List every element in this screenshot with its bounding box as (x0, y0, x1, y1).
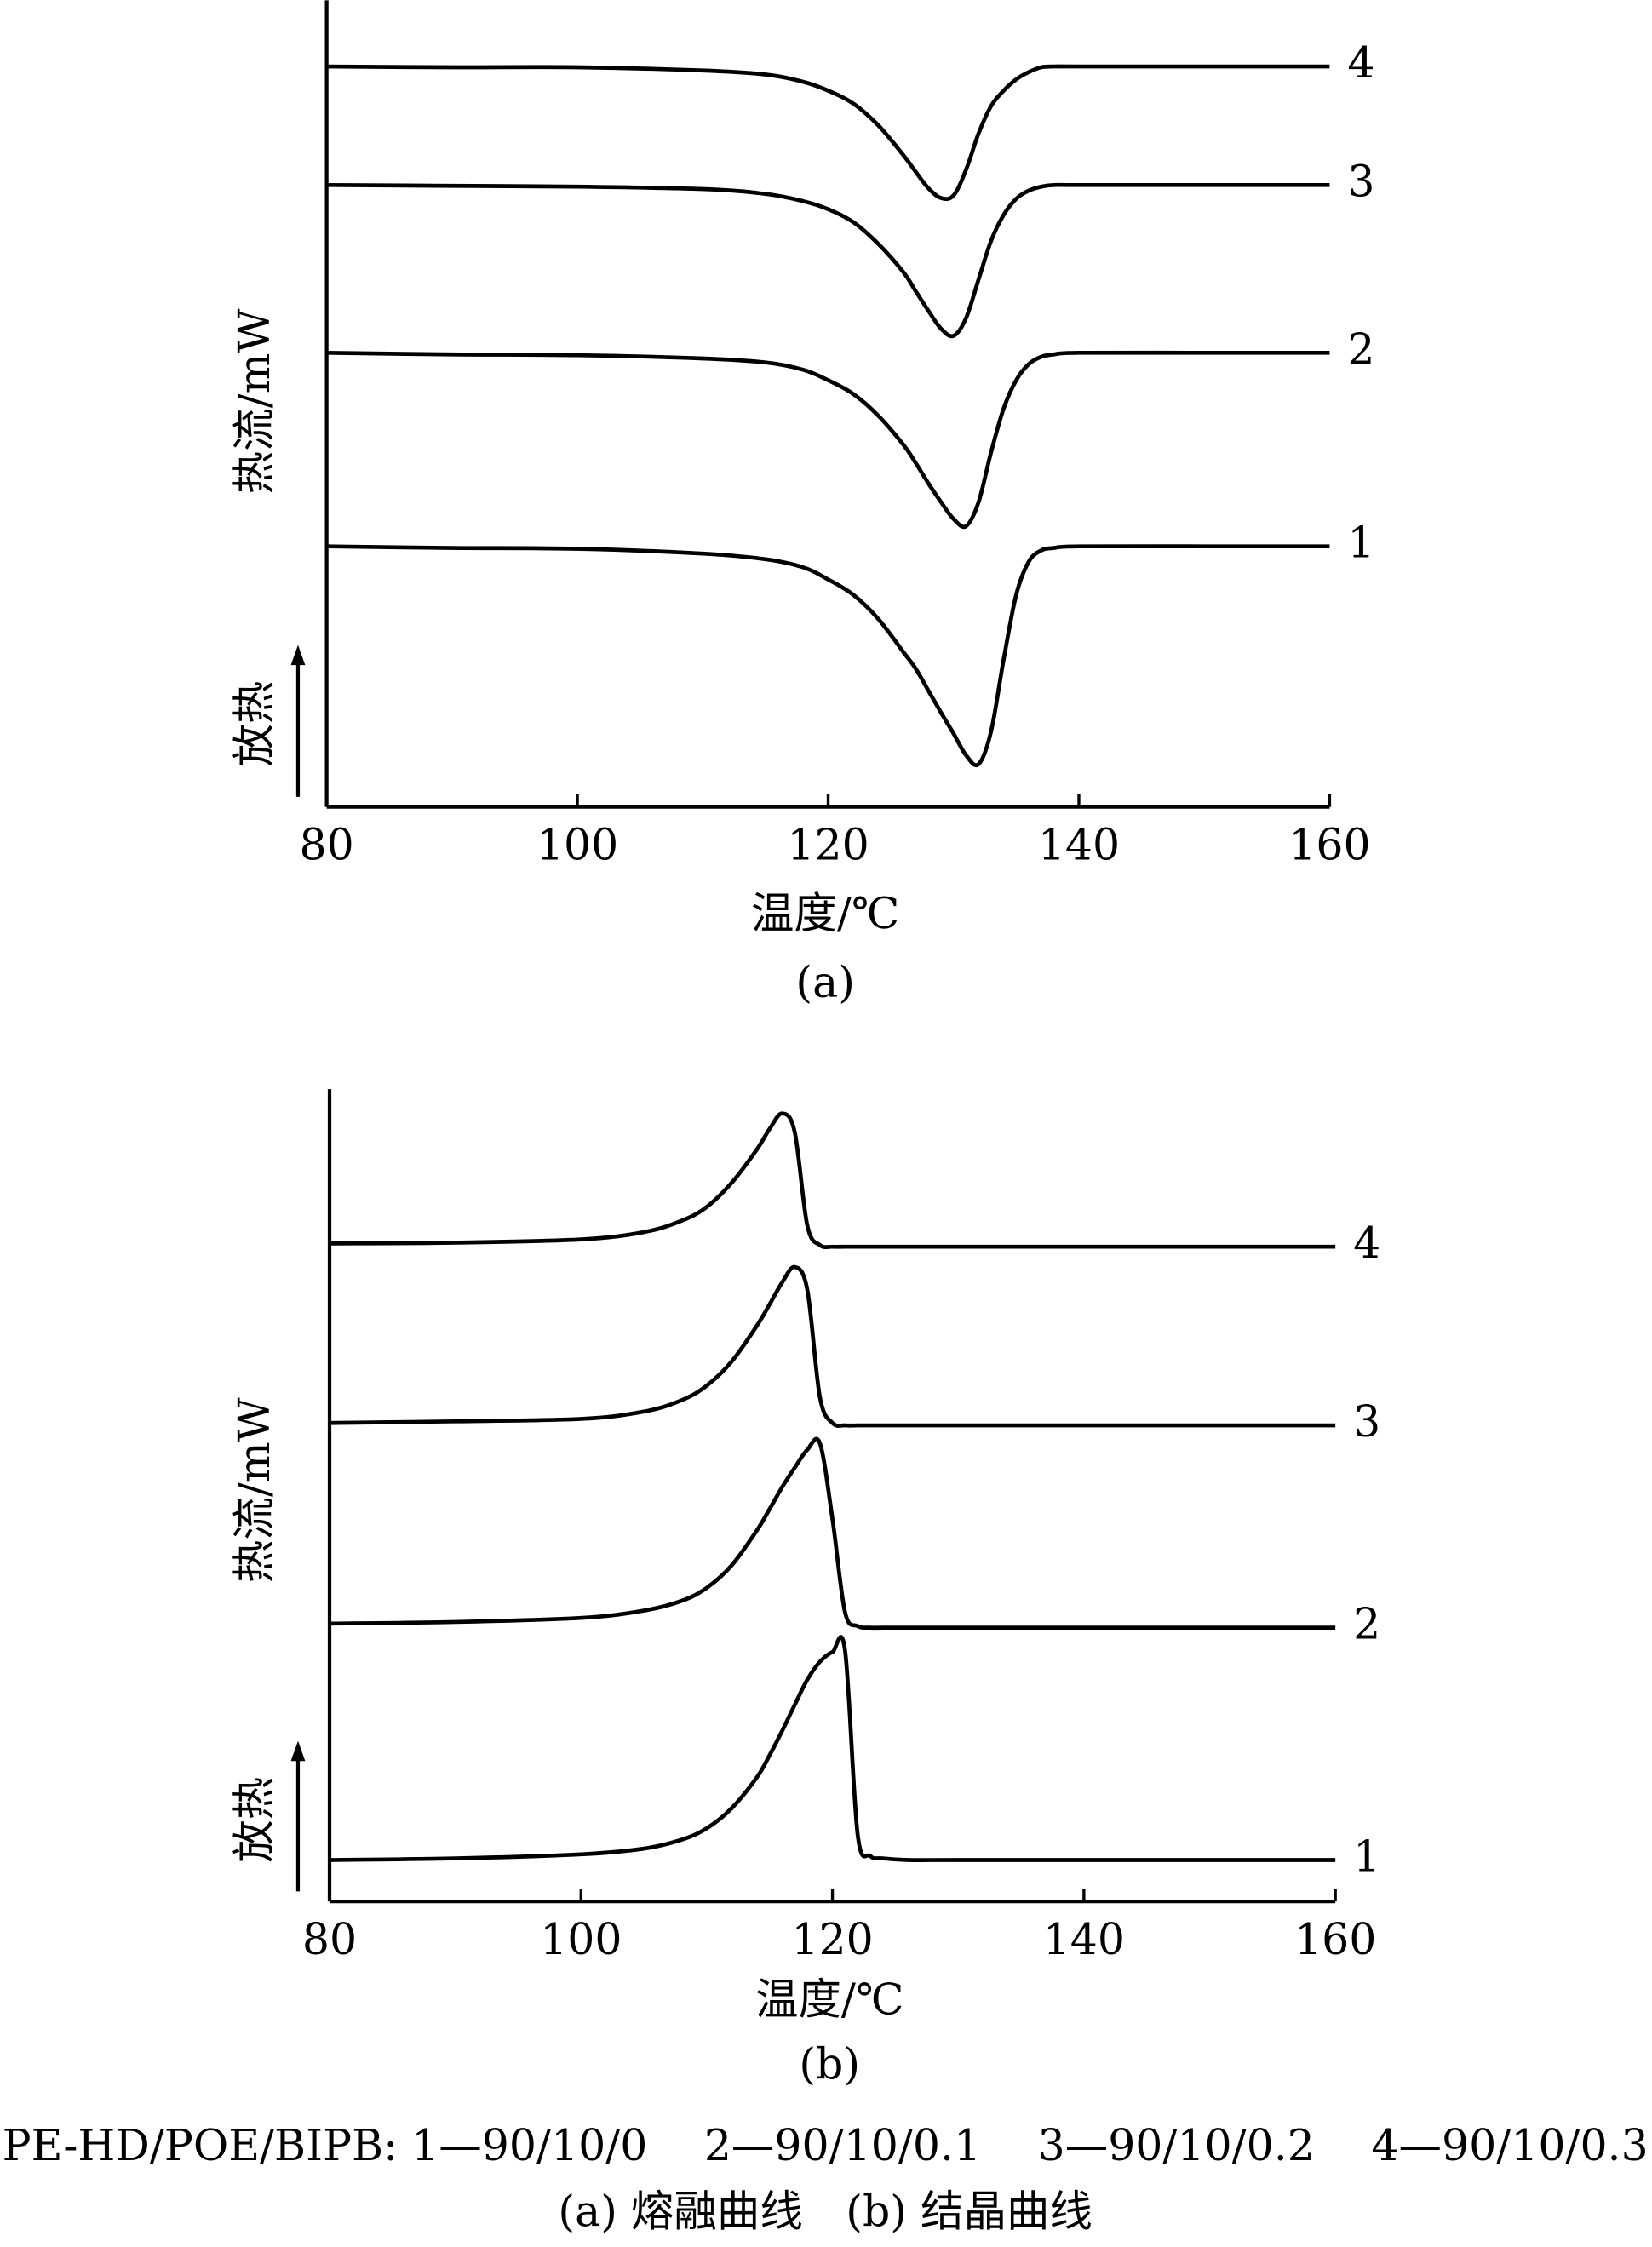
curve (329, 1436, 1336, 1631)
x-tick-label: 160 (1288, 819, 1370, 869)
direction-label: 放热 (229, 681, 279, 767)
series-label: 1 (1347, 518, 1374, 568)
x-axis-label: 温度/℃ (751, 888, 899, 938)
series-label: 2 (1347, 324, 1374, 374)
x-tick-label: 100 (536, 819, 618, 869)
series-label: 1 (1353, 1831, 1380, 1881)
x-tick-label: 80 (300, 819, 354, 869)
series-label: 4 (1353, 1218, 1380, 1268)
x-axis-label: 温度/℃ (755, 1975, 903, 2025)
x-tick-label: 140 (1043, 1914, 1125, 1964)
series-label: 3 (1353, 1396, 1380, 1447)
series-label: 2 (1353, 1599, 1380, 1649)
curve (329, 1111, 1336, 1250)
subplot-label: (b) (799, 2038, 860, 2089)
curve (326, 350, 1330, 530)
curve (329, 1264, 1336, 1428)
curve (326, 64, 1330, 201)
caption: PE-HD/POE/BIPB: 1—90/10/0 2—90/10/0.1 3—… (3, 2120, 1649, 2170)
x-tick-label: 120 (787, 819, 869, 869)
curve (329, 1635, 1336, 1862)
curve (326, 182, 1330, 339)
series-label: 4 (1347, 37, 1374, 88)
x-tick-label: 160 (1294, 1914, 1376, 1964)
arrow-head (290, 1740, 306, 1762)
x-tick-label: 80 (302, 1914, 357, 1964)
arrow-head (290, 645, 306, 666)
direction-label: 放热 (229, 1777, 279, 1863)
y-axis-label: 热流/mW (229, 1397, 279, 1583)
x-tick-label: 100 (540, 1914, 622, 1964)
caption: (a) 熔融曲线 (b) 结晶曲线 (558, 2187, 1092, 2237)
x-tick-label: 140 (1038, 819, 1120, 869)
curve (326, 544, 1330, 768)
x-tick-label: 120 (791, 1914, 873, 1964)
y-axis-label: 热流/mW (229, 309, 279, 495)
subplot-label: (a) (795, 957, 854, 1007)
series-label: 3 (1347, 156, 1374, 206)
